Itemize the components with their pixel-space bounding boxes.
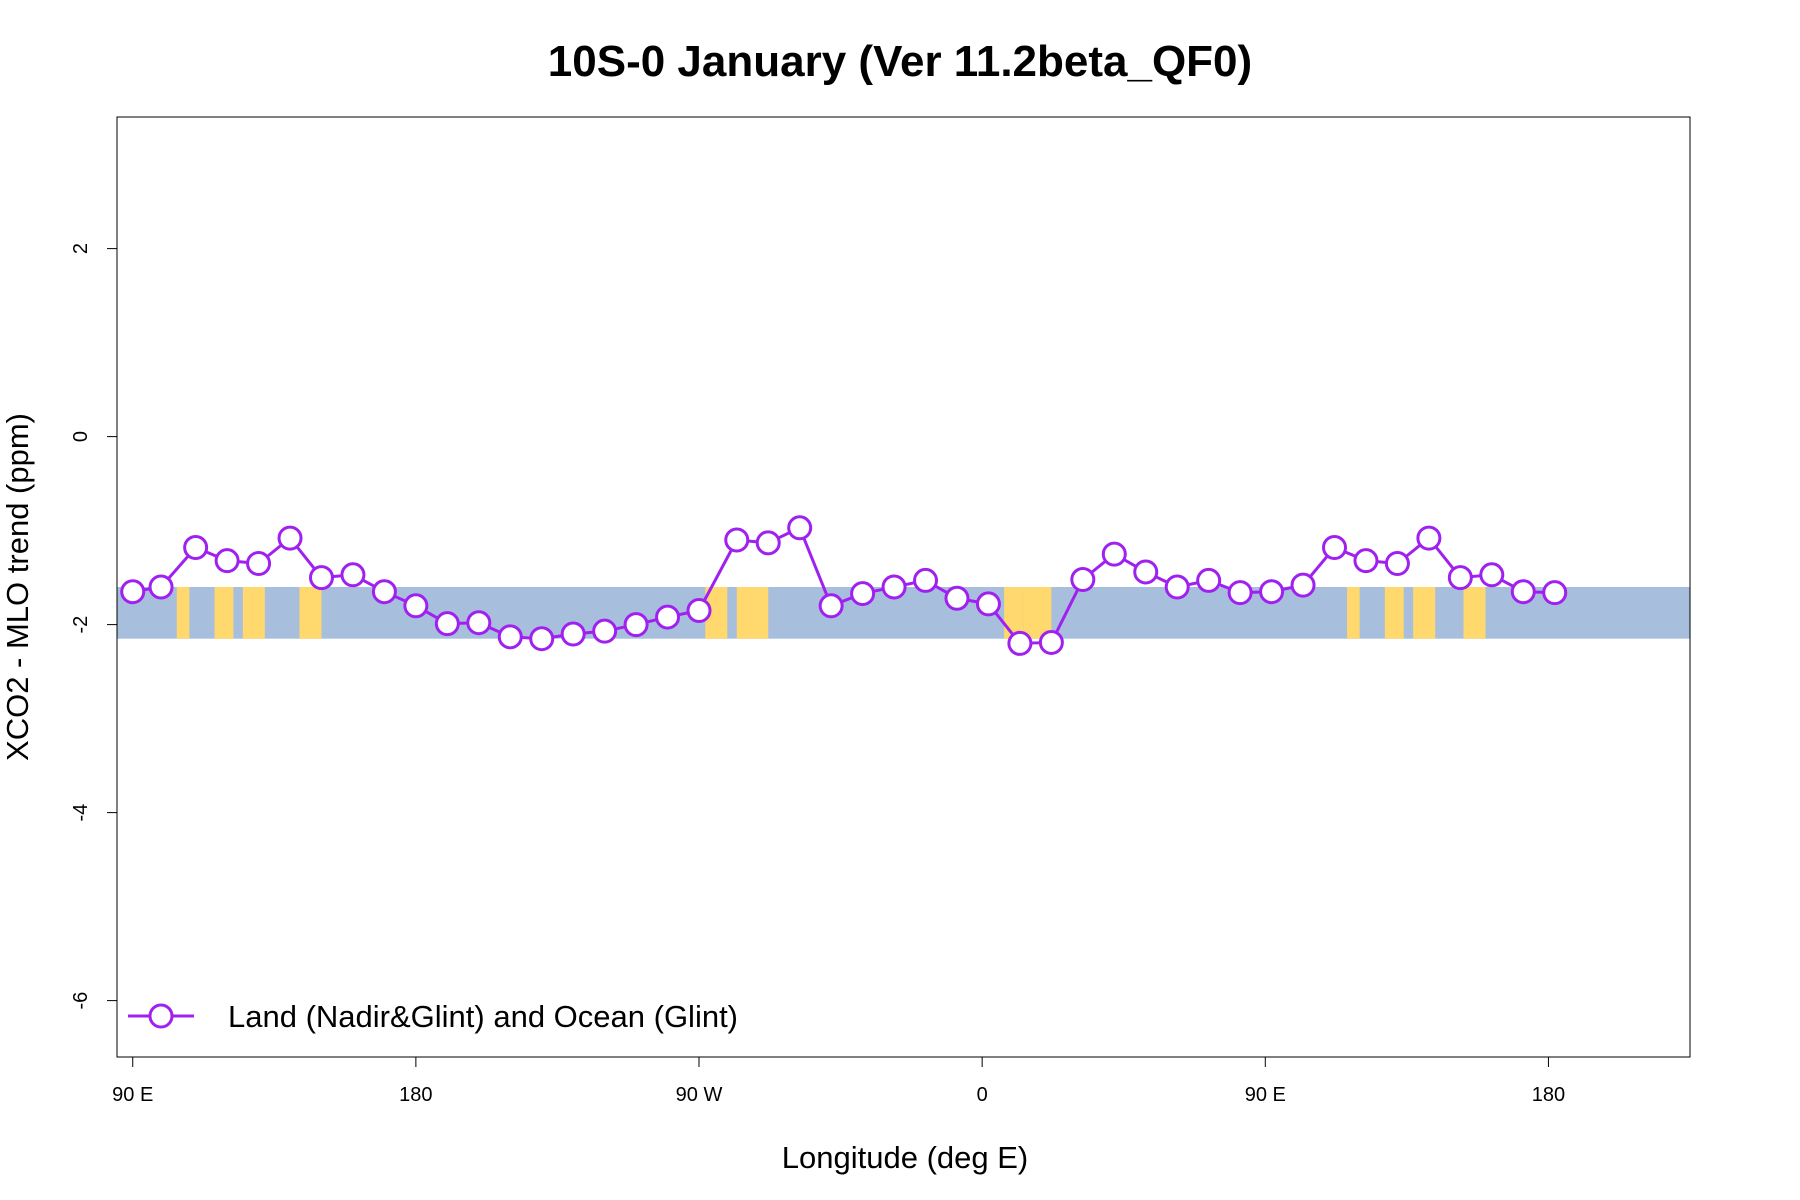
data-point	[1479, 562, 1505, 588]
land-patch	[1004, 587, 1024, 639]
data-point	[623, 612, 649, 638]
data-point	[120, 579, 146, 605]
data-point	[1384, 551, 1410, 576]
data-point	[214, 548, 240, 574]
data-point	[371, 579, 397, 605]
land-patch	[242, 587, 265, 639]
data-point	[308, 565, 334, 591]
data-point	[1101, 541, 1127, 567]
data-point	[655, 604, 681, 630]
x-axis-label: Longitude (deg E)	[782, 1140, 1028, 1175]
data-point	[913, 567, 939, 593]
land-patch	[1023, 587, 1052, 639]
x-tick-label: 90 E	[112, 1084, 153, 1106]
data-point	[1290, 572, 1316, 598]
data-point	[1038, 629, 1064, 655]
data-point	[1542, 580, 1568, 606]
data-point	[340, 562, 366, 588]
data-point	[466, 610, 492, 636]
data-point	[881, 574, 907, 600]
data-point	[818, 593, 844, 619]
x-tick-label: 90 E	[1245, 1084, 1286, 1106]
x-tick-label: 90 W	[676, 1084, 723, 1106]
y-axis-label: XCO2 - MLO trend (ppm)	[0, 413, 35, 761]
data-point	[1133, 559, 1159, 585]
data-point	[1510, 579, 1536, 605]
data-point	[434, 611, 460, 637]
data-point	[497, 624, 523, 650]
data-point	[183, 535, 209, 561]
data-point	[592, 618, 618, 644]
data-point	[1353, 548, 1379, 574]
data-point	[246, 551, 272, 576]
y-tick-label: 2	[70, 243, 92, 254]
series-layer	[120, 515, 1568, 656]
x-tick-label: 180	[399, 1084, 432, 1106]
series-line	[132, 525, 1555, 645]
y-axis: 2 0 -2 -4 -6	[70, 243, 118, 1010]
chart-title: 10S-0 January (Ver 11.2beta_QF0)	[548, 37, 1252, 86]
data-point	[1007, 630, 1033, 656]
y-tick-label: -4	[70, 804, 92, 822]
data-point	[277, 525, 303, 551]
legend: Land (Nadir&Glint) and Ocean (Glint)	[128, 999, 738, 1034]
land-patch	[1384, 587, 1404, 639]
ocean-land-band	[117, 587, 1690, 639]
data-point	[975, 591, 1001, 617]
x-tick-label: 0	[977, 1084, 988, 1106]
data-point	[1322, 535, 1348, 561]
legend-marker	[148, 1003, 174, 1029]
data-point	[1070, 566, 1096, 592]
y-tick-label: 0	[70, 431, 92, 442]
data-point	[1227, 580, 1253, 606]
data-point	[944, 585, 970, 611]
data-point	[560, 621, 586, 647]
data-point	[787, 515, 813, 541]
y-tick-label: -6	[70, 992, 92, 1010]
land-patch	[214, 587, 234, 639]
x-tick-label: 180	[1532, 1084, 1565, 1106]
legend-label: Land (Nadir&Glint) and Ocean (Glint)	[228, 999, 738, 1034]
y-tick-label: -2	[70, 616, 92, 634]
data-point	[1196, 567, 1222, 593]
data-point	[403, 593, 429, 619]
land-patch	[1463, 587, 1486, 639]
data-point	[755, 530, 781, 556]
data-point	[850, 581, 876, 607]
data-point	[148, 574, 174, 600]
data-point	[1447, 565, 1473, 591]
data-point	[1259, 579, 1285, 605]
data-point	[1416, 525, 1442, 551]
land-patch	[705, 587, 728, 639]
data-point	[529, 626, 555, 652]
data-point	[724, 527, 750, 553]
data-point	[1164, 574, 1190, 600]
land-patch	[1347, 587, 1360, 639]
land-patch	[299, 587, 322, 639]
land-patch	[736, 587, 769, 639]
data-point	[686, 598, 712, 623]
x-axis: 90 E 180 90 W 0 90 E 180	[112, 1056, 1690, 1106]
land-patch	[176, 587, 190, 639]
land-patch	[1413, 587, 1436, 639]
